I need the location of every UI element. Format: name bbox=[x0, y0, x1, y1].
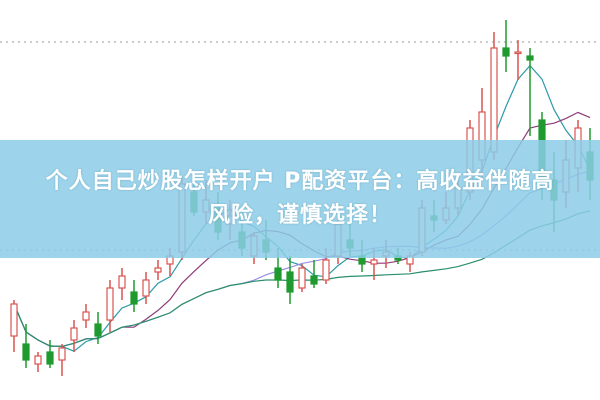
candle-body bbox=[514, 51, 522, 55]
candle-body bbox=[10, 303, 18, 337]
candle-body bbox=[58, 347, 66, 361]
candle-body bbox=[22, 343, 30, 361]
candle-body bbox=[274, 267, 282, 281]
candle-body bbox=[526, 55, 534, 61]
candle-body bbox=[142, 279, 150, 297]
candle-body bbox=[106, 287, 114, 321]
candle-body bbox=[370, 259, 378, 265]
candle-body bbox=[82, 311, 90, 321]
candle-body bbox=[154, 267, 162, 273]
candle-body bbox=[46, 351, 54, 365]
banner-title-line-1: 个人自己炒股怎样开户 P配资平台：高收益伴随高 bbox=[45, 169, 555, 194]
candle-body bbox=[118, 275, 126, 289]
candle-body bbox=[310, 275, 318, 285]
candle-body bbox=[94, 323, 102, 337]
title-banner: 个人自己炒股怎样开户 P配资平台：高收益伴随高 风险，谨慎选择！ bbox=[0, 140, 600, 258]
candle-body bbox=[298, 267, 306, 289]
candle-body bbox=[70, 327, 78, 341]
candle-body bbox=[502, 47, 510, 57]
candle-body bbox=[130, 291, 138, 305]
banner-title-line-2: 风险，谨慎选择！ bbox=[207, 203, 392, 228]
candle-body bbox=[34, 355, 42, 365]
candle-body bbox=[286, 271, 294, 293]
candle-body bbox=[490, 47, 498, 153]
candle-body bbox=[322, 259, 330, 281]
